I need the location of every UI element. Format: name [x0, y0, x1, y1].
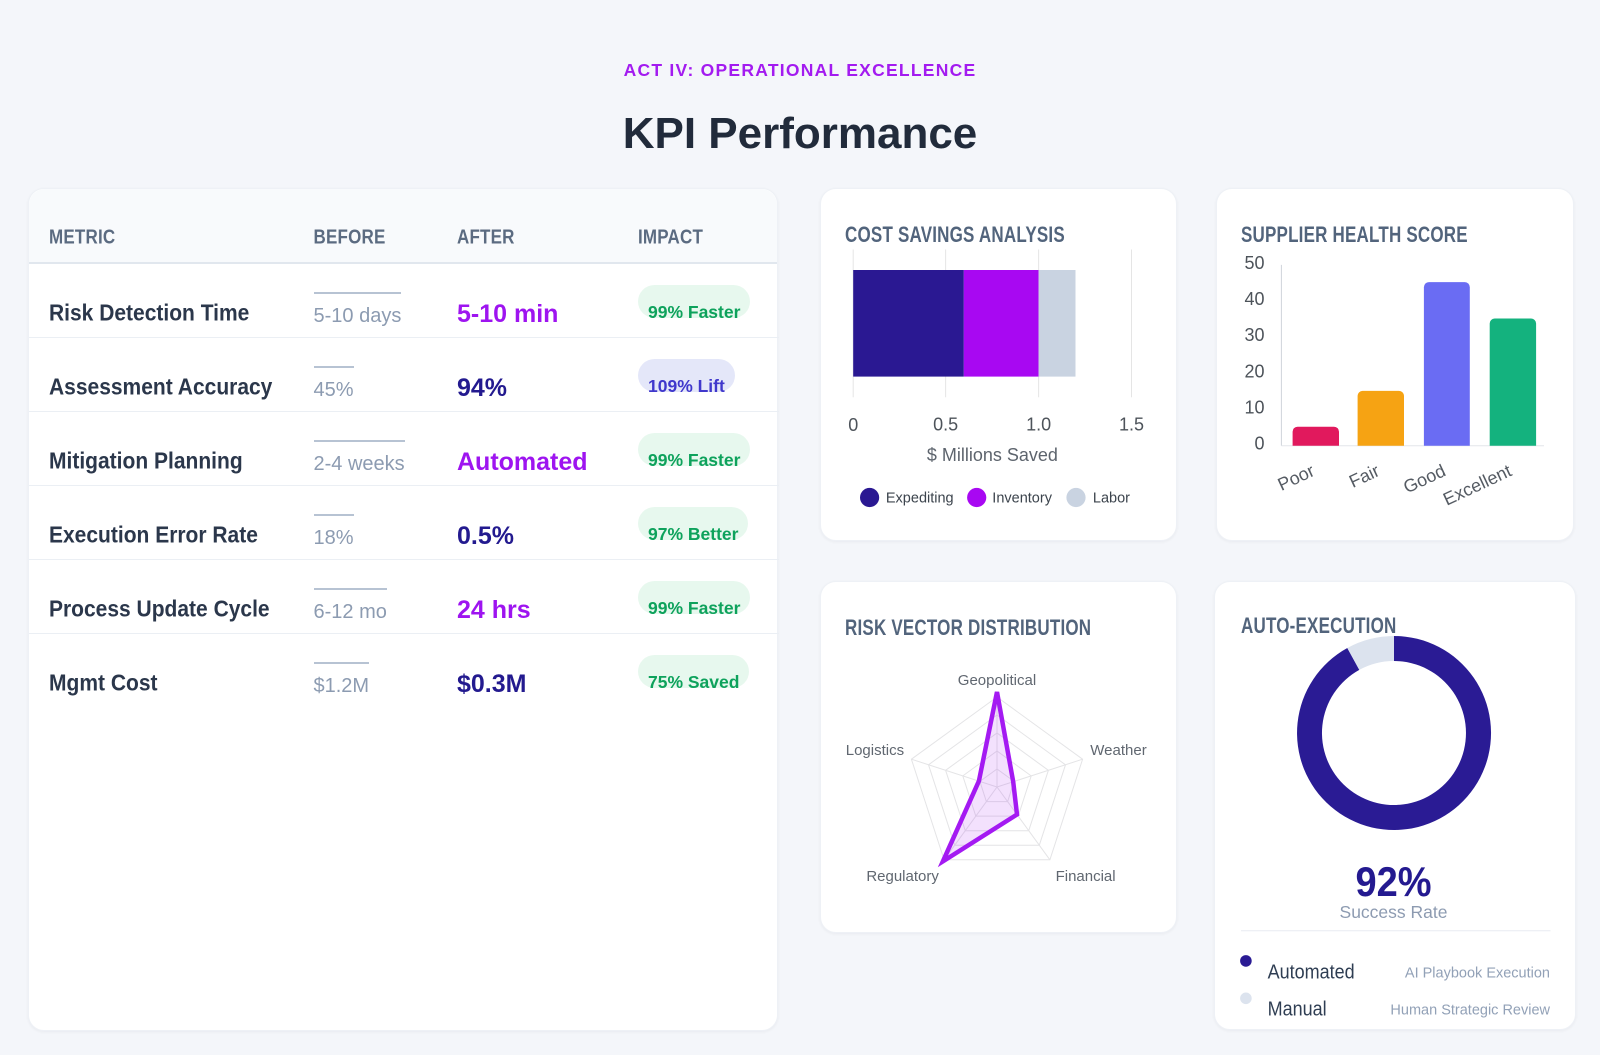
svg-text:AI Playbook Execution: AI Playbook Execution: [1405, 965, 1550, 981]
svg-text:Manual: Manual: [1268, 999, 1327, 1021]
svg-text:Geopolitical: Geopolitical: [958, 672, 1036, 689]
svg-text:0: 0: [848, 415, 858, 435]
svg-text:1.0: 1.0: [1026, 415, 1051, 435]
svg-text:20: 20: [1244, 361, 1264, 381]
svg-text:Labor: Labor: [1093, 491, 1130, 507]
svg-text:50: 50: [1244, 253, 1264, 273]
svg-text:Fair: Fair: [1346, 460, 1383, 491]
svg-text:Poor: Poor: [1275, 460, 1318, 494]
svg-text:Expediting: Expediting: [886, 491, 954, 507]
svg-text:Financial: Financial: [1056, 868, 1116, 885]
svg-text:40: 40: [1244, 289, 1264, 309]
svg-text:0: 0: [1254, 434, 1264, 454]
svg-text:Regulatory: Regulatory: [866, 868, 939, 885]
svg-text:Human Strategic Review: Human Strategic Review: [1390, 1002, 1550, 1018]
svg-text:Weather: Weather: [1090, 742, 1146, 759]
svg-text:92%: 92%: [1355, 859, 1431, 905]
svg-text:$ Millions Saved: $ Millions Saved: [927, 445, 1058, 465]
svg-text:1.5: 1.5: [1119, 415, 1144, 435]
svg-text:Automated: Automated: [1268, 962, 1355, 984]
svg-text:Inventory: Inventory: [992, 491, 1052, 507]
svg-text:Excellent: Excellent: [1440, 460, 1515, 509]
svg-text:0.5: 0.5: [933, 415, 958, 435]
svg-text:Logistics: Logistics: [846, 742, 904, 759]
svg-text:10: 10: [1244, 397, 1264, 417]
svg-text:30: 30: [1244, 325, 1264, 345]
svg-text:Success Rate: Success Rate: [1340, 902, 1448, 922]
